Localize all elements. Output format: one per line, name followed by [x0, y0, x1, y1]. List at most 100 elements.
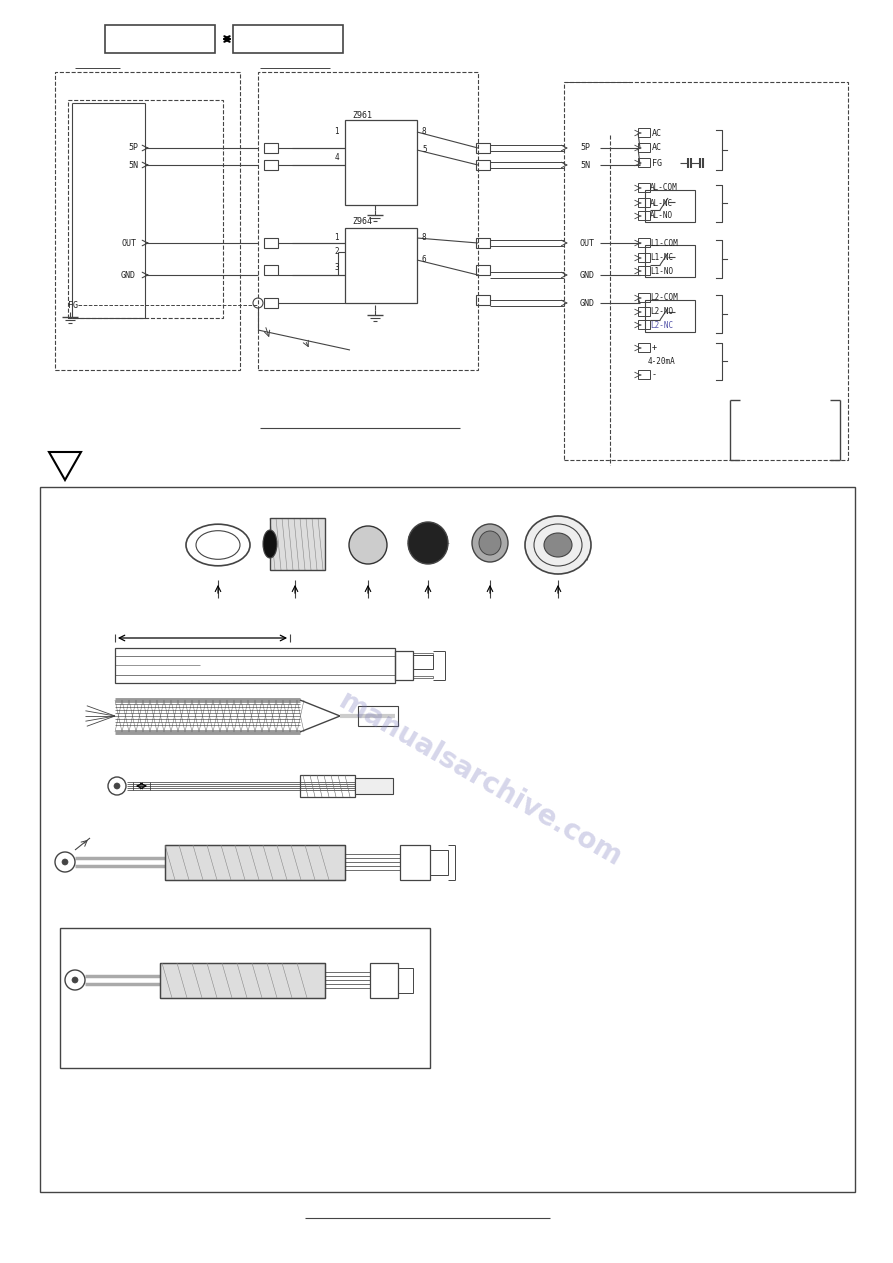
- Bar: [395, 650, 413, 679]
- Text: OUT: OUT: [580, 239, 595, 248]
- Bar: [165, 845, 345, 880]
- Text: 5: 5: [422, 145, 427, 154]
- Bar: [68, 100, 223, 318]
- Text: 1: 1: [334, 128, 339, 136]
- Bar: [476, 296, 490, 304]
- Bar: [264, 265, 278, 275]
- Bar: [476, 160, 490, 171]
- Bar: [345, 120, 417, 205]
- Text: 5P: 5P: [580, 144, 590, 153]
- Bar: [638, 266, 650, 275]
- Bar: [270, 518, 325, 570]
- Bar: [638, 211, 650, 220]
- Text: GND: GND: [580, 270, 595, 279]
- Bar: [160, 962, 325, 998]
- Bar: [638, 293, 650, 302]
- Text: GND: GND: [121, 270, 136, 279]
- Bar: [476, 237, 490, 248]
- Ellipse shape: [408, 522, 448, 565]
- Bar: [60, 928, 430, 1068]
- Bar: [345, 229, 417, 303]
- Bar: [55, 72, 240, 370]
- Bar: [264, 298, 278, 308]
- Text: 5N: 5N: [128, 160, 138, 169]
- Text: Z964: Z964: [352, 217, 372, 226]
- Text: 8: 8: [422, 234, 427, 242]
- Bar: [564, 82, 848, 460]
- Bar: [476, 265, 490, 275]
- Bar: [638, 158, 650, 167]
- Ellipse shape: [544, 533, 572, 557]
- Bar: [638, 143, 650, 152]
- Bar: [645, 245, 695, 277]
- Text: 4: 4: [334, 154, 339, 163]
- Bar: [165, 845, 345, 880]
- Bar: [264, 160, 278, 171]
- Text: AL-NO: AL-NO: [650, 211, 673, 221]
- Bar: [638, 198, 650, 207]
- Text: 2: 2: [334, 248, 339, 256]
- Bar: [413, 655, 433, 669]
- Bar: [638, 128, 650, 136]
- Ellipse shape: [472, 524, 508, 562]
- Bar: [370, 962, 398, 998]
- Bar: [645, 189, 695, 222]
- Bar: [300, 775, 355, 797]
- Bar: [233, 25, 343, 53]
- Ellipse shape: [479, 530, 501, 554]
- Text: 5N: 5N: [580, 160, 590, 169]
- Bar: [264, 143, 278, 153]
- Text: L2-NC: L2-NC: [650, 321, 673, 330]
- Text: L1-NO: L1-NO: [650, 266, 673, 275]
- Text: FG: FG: [68, 301, 78, 309]
- Text: 5P: 5P: [128, 144, 138, 153]
- Bar: [638, 183, 650, 192]
- Bar: [638, 307, 650, 316]
- Bar: [645, 301, 695, 332]
- Text: AC: AC: [652, 144, 662, 153]
- Bar: [413, 653, 433, 655]
- Ellipse shape: [349, 525, 387, 565]
- Bar: [638, 320, 650, 328]
- Text: L2-NO: L2-NO: [650, 307, 673, 317]
- Text: 6: 6: [422, 255, 427, 264]
- Bar: [638, 370, 650, 379]
- Text: FG: FG: [652, 158, 662, 168]
- Text: L1-NC: L1-NC: [650, 254, 673, 263]
- Text: OUT: OUT: [121, 239, 136, 248]
- Circle shape: [114, 783, 120, 789]
- Text: 1: 1: [334, 234, 339, 242]
- Text: 4-20mA: 4-20mA: [648, 357, 676, 366]
- Text: GND: GND: [580, 298, 595, 307]
- Text: L1-COM: L1-COM: [650, 239, 678, 248]
- Bar: [160, 962, 325, 998]
- Text: AC: AC: [652, 129, 662, 138]
- Ellipse shape: [525, 517, 591, 573]
- Circle shape: [72, 978, 78, 983]
- Text: -: -: [652, 370, 657, 379]
- Bar: [638, 344, 650, 352]
- Text: +: +: [652, 344, 657, 352]
- Bar: [400, 845, 430, 880]
- Bar: [430, 850, 448, 875]
- Bar: [638, 253, 650, 261]
- Circle shape: [62, 859, 68, 865]
- Bar: [258, 72, 478, 370]
- Text: AL-NC: AL-NC: [650, 198, 673, 207]
- Text: 3: 3: [334, 263, 339, 272]
- Bar: [413, 676, 433, 678]
- Bar: [40, 488, 855, 1192]
- Text: AL-COM: AL-COM: [650, 183, 678, 192]
- Bar: [355, 778, 393, 794]
- Bar: [264, 237, 278, 248]
- Text: 8: 8: [422, 128, 427, 136]
- Bar: [270, 518, 325, 570]
- Bar: [105, 25, 215, 53]
- Bar: [398, 967, 413, 993]
- Bar: [358, 706, 398, 726]
- Bar: [476, 143, 490, 153]
- Bar: [638, 237, 650, 248]
- Bar: [115, 648, 395, 683]
- Ellipse shape: [263, 530, 277, 558]
- Text: Z961: Z961: [352, 110, 372, 120]
